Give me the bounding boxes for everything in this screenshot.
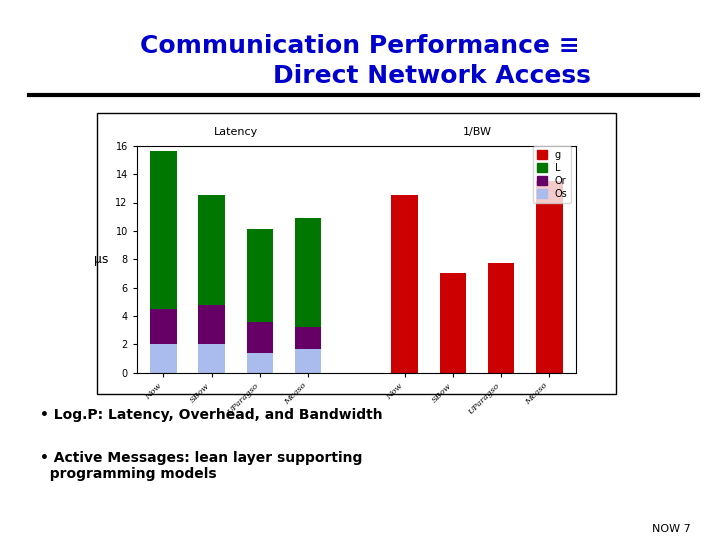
Bar [150, 345, 176, 373]
Bar [150, 151, 176, 309]
Text: NOW 7: NOW 7 [652, 523, 691, 534]
Text: • Active Messages: lean layer supporting
  programming models: • Active Messages: lean layer supporting… [40, 451, 362, 481]
Bar [295, 327, 321, 348]
Bar [150, 309, 176, 345]
Bar [246, 230, 273, 321]
Bar [488, 264, 515, 373]
Legend: g, L, Or, Os: g, L, Or, Os [533, 146, 571, 202]
Text: • Log.P: Latency, Overhead, and Bandwidth: • Log.P: Latency, Overhead, and Bandwidt… [40, 408, 382, 422]
Text: 1/BW: 1/BW [462, 127, 492, 137]
Bar [536, 181, 563, 373]
Bar [198, 195, 225, 305]
Text: Communication Performance ≡: Communication Performance ≡ [140, 34, 580, 58]
Bar [440, 273, 466, 373]
Bar [198, 345, 225, 373]
Bar [198, 305, 225, 345]
Bar [246, 321, 273, 353]
Y-axis label: μs: μs [94, 253, 109, 266]
Text: Direct Network Access: Direct Network Access [273, 64, 591, 87]
Text: Latency: Latency [214, 127, 258, 137]
Bar [295, 218, 321, 327]
Bar [392, 195, 418, 373]
Bar [295, 348, 321, 373]
Bar [246, 353, 273, 373]
